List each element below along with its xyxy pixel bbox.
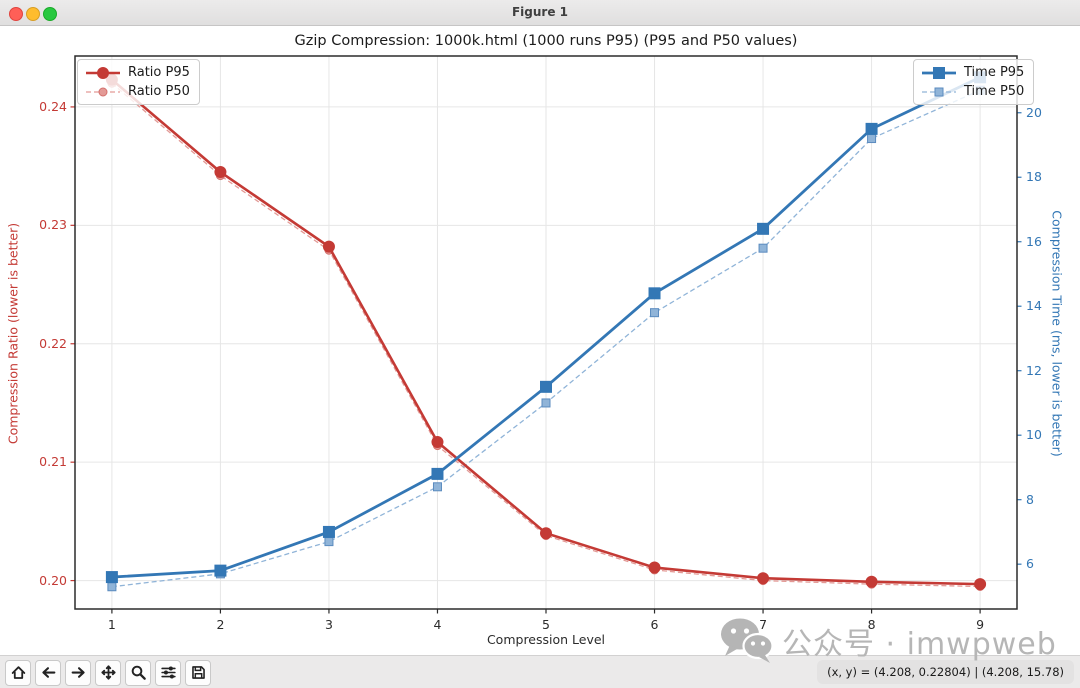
maximize-button[interactable] [43,6,57,21]
save-button[interactable] [185,659,211,686]
legend-label: Ratio P50 [128,84,190,99]
marker-time-p50 [867,134,877,144]
marker-ratio-p95 [648,561,661,574]
chart-plot-area[interactable] [0,25,1080,655]
x-tick-label: 3 [324,617,333,632]
save-floppy-icon [191,666,205,679]
right-y-tick-label: 20 [1026,104,1042,120]
pan-move-icon [100,665,116,680]
plot-spines [74,55,1018,610]
x-tick-label: 5 [542,617,550,632]
legend-sample-square [922,87,956,96]
right-y-tick-label: 10 [1026,427,1042,443]
x-tick-label: 9 [976,617,985,632]
right-y-tick-label: 16 [1026,233,1042,249]
marker-time-p95 [540,380,552,393]
x-tick-label: 7 [759,617,768,632]
cursor-status-readout: (x, y) = (4.208, 0.22804) | (4.208, 15.7… [817,660,1074,684]
legend-sample-square [922,66,956,79]
legend-label: Time P50 [964,84,1025,99]
legend-sample-circle [86,87,120,96]
x-axis-label: Compression Level [486,632,606,647]
marker-time-p95 [322,525,335,538]
x-tick-label: 2 [216,617,225,632]
forward-arrow-icon [71,667,85,678]
right-y-tick-label: 6 [1026,556,1034,572]
matplotlib-toolbar: (x, y) = (4.208, 0.22804) | (4.208, 15.7… [0,655,1080,688]
legend-item-ratio-p95: Ratio P95 [85,63,190,82]
marker-ratio-p95 [757,572,770,585]
magnifier-icon [131,665,146,680]
marker-time-p50 [432,482,442,492]
marker-time-p95 [431,467,444,480]
forward-button[interactable] [65,659,91,686]
marker-time-p50 [650,308,660,318]
configure-subplots-button[interactable] [155,659,181,686]
left-y-tick-label: 0.24 [39,98,67,114]
left-y-tick-label: 0.20 [39,572,67,588]
sliders-icon [160,666,176,679]
legend-item-time-p95: Time P95 [921,63,1024,82]
right-y-tick-label: 8 [1026,491,1034,507]
right-y-tick-label: 14 [1026,298,1042,314]
pan-button[interactable] [95,659,121,686]
titlebar: Figure 1 [0,0,1080,26]
right-y-tick-label: 12 [1026,362,1042,378]
close-button[interactable] [9,6,23,21]
marker-ratio-p95 [322,240,335,253]
zoom-button[interactable] [125,659,151,686]
legend-ratio: Ratio P95 Ratio P50 [77,59,200,105]
marker-time-p95 [757,222,770,235]
legend-time: Time P95 Time P50 [913,59,1035,105]
back-arrow-icon [41,667,55,678]
marker-ratio-p95 [974,578,987,591]
marker-time-p50 [324,537,334,547]
series-line-ratio-p50 [111,82,981,588]
legend-item-ratio-p50: Ratio P50 [85,82,190,101]
right-y-axis-label: Compression Time (ms, lower is better) [1049,210,1065,457]
marker-ratio-p95 [865,575,878,588]
home-icon [11,666,25,679]
marker-time-p95 [865,122,878,135]
marker-time-p95 [648,287,661,300]
left-y-tick-label: 0.21 [39,454,67,470]
legend-item-time-p50: Time P50 [921,82,1024,101]
x-tick-label: 4 [433,617,442,632]
minimize-button[interactable] [26,6,40,21]
marker-time-p95 [105,571,118,584]
left-y-axis-label: Compression Ratio (lower is better) [5,222,21,445]
marker-time-p50 [541,398,551,408]
window-title: Figure 1 [511,5,569,19]
legend-label: Time P95 [964,65,1025,80]
marker-time-p50 [758,243,768,253]
marker-time-p50 [107,582,117,592]
x-tick-label: 1 [107,617,116,632]
x-tick-label: 8 [867,617,876,632]
marker-ratio-p95 [431,436,444,449]
marker-ratio-p95 [540,527,552,540]
marker-ratio-p95 [214,166,227,179]
home-button[interactable] [5,659,31,686]
right-y-tick-label: 18 [1026,169,1042,185]
left-y-tick-label: 0.23 [39,217,67,233]
left-y-tick-label: 0.22 [39,335,67,351]
back-button[interactable] [35,659,61,686]
marker-time-p95 [214,564,227,577]
legend-sample-circle [86,66,120,79]
chart-title: Gzip Compression: 1000k.html (1000 runs … [294,33,798,49]
x-tick-label: 6 [650,617,659,632]
figure-canvas[interactable]: Gzip Compression: 1000k.html (1000 runs … [0,25,1080,655]
legend-label: Ratio P95 [128,65,190,80]
